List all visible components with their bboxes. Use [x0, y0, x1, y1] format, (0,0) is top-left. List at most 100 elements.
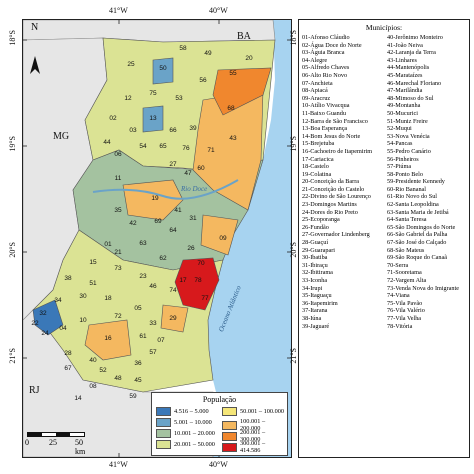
- municipality-number-label: 40: [89, 357, 97, 364]
- municipio-item: 54-Pancas: [387, 140, 413, 148]
- municipio-item: 60-Rio Bananal: [387, 185, 427, 193]
- sao-mateus-polygon: [212, 67, 272, 116]
- municipio-item: 45-Marataízes: [387, 71, 423, 79]
- legend-label: 20.001 – 50.000: [174, 441, 215, 448]
- tick-left-20s: 20°S: [8, 242, 17, 258]
- municipality-number-label: 12: [124, 95, 132, 102]
- municipality-number-label: 54: [139, 143, 147, 150]
- municipio-item: 01-Afonso Cláudio: [302, 34, 350, 41]
- municipality-number-label: 13: [149, 115, 157, 122]
- guarapari-polygon: [160, 304, 189, 333]
- municipio-item: 12-Barra de São Francisco: [302, 117, 368, 125]
- tick-left-18s: 18°S: [8, 30, 17, 46]
- municipality-number-label: 48: [114, 375, 122, 382]
- municipio-item: 72-Vargem Alta: [387, 277, 427, 284]
- municipio-item: 27-Governador Lindenberg: [302, 231, 370, 239]
- municipio-item: 66-São Gabriel da Palha: [387, 231, 448, 239]
- municipio-item: 43-Linhares: [387, 56, 417, 64]
- legend-label: 50.001 – 100.000: [240, 408, 285, 415]
- municipio-item: 14-Bom Jesus do Norte: [302, 132, 361, 140]
- municipio-item: 51-Muniz Freire: [387, 117, 428, 125]
- municipio-item: 11-Baixo Guandu: [302, 109, 346, 117]
- municipality-number-label: 72: [114, 313, 122, 320]
- municipality-number-label: 76: [182, 145, 190, 152]
- municipio-item: 17-Cariacica: [302, 155, 334, 163]
- municipality-number-label: 61: [139, 333, 147, 340]
- municipio-item: 33-Iconha: [302, 277, 328, 284]
- municipality-number-label: 09: [219, 235, 227, 242]
- municipio-item: 37-Itarana: [302, 307, 328, 315]
- population-legend-item: 100.001 – 200.000: [222, 418, 287, 432]
- river-line: [92, 179, 239, 200]
- municipio-item: 02-Água Doce do Norte: [302, 41, 362, 49]
- municipality-number-label: 52: [99, 367, 107, 374]
- municipio-item: 39-Jaguaré: [302, 322, 330, 330]
- municipio-item: 29-Guarapari: [302, 246, 335, 254]
- tick-top-41w: 41°W: [109, 6, 128, 15]
- municipality-number-label: 15: [89, 259, 97, 266]
- tick-right-20s: 20°S: [289, 242, 298, 258]
- population-legend-item: 200.001 – 300.000: [222, 429, 287, 443]
- municipio-item: 41-João Neiva: [387, 41, 423, 49]
- municipios-list: Municípios: 01-Afonso Cláudio 02-Água Doc…: [298, 19, 470, 458]
- population-legend: População 4.516 – 5.000 5.001 – 10.000 10.…: [151, 392, 288, 456]
- municipality-number-label: 31: [189, 215, 197, 222]
- municipio-item: 68-São Mateus: [387, 246, 425, 254]
- municipality-number-label: 34: [54, 297, 62, 304]
- municipio-item: 46-Marechal Floriano: [387, 79, 442, 87]
- municipality-number-label: 38: [64, 275, 72, 282]
- river-label: Rio Doce: [181, 185, 208, 193]
- municipality-number-label: 57: [149, 349, 157, 356]
- cachoeiro-polygon: [84, 319, 132, 361]
- municipio-item: 04-Alegre: [302, 56, 328, 64]
- tick-bottom-40w: 40°W: [209, 460, 228, 469]
- municipality-number-label: 65: [159, 143, 167, 150]
- municipality-number-label: 45: [134, 377, 142, 384]
- municipio-item: 30-Ibatiba: [302, 254, 328, 262]
- municipality-number-label: 78: [194, 277, 202, 284]
- north-blue: [152, 57, 174, 85]
- ocean-water: [208, 20, 291, 457]
- municipality-number-label: 25: [127, 61, 135, 68]
- municipality-number-label: 11: [115, 175, 122, 182]
- municipio-item: 58-Ponto Belo: [387, 170, 423, 178]
- graticule: [23, 20, 291, 457]
- municipality-number-label: 49: [204, 50, 212, 57]
- municipio-item: 22-Divino de São Lourenço: [302, 193, 371, 201]
- municipio-item: 26-Fundão: [302, 223, 329, 231]
- municipio-item: 56-Pinheiros: [387, 155, 419, 163]
- municipality-number-label: 32: [39, 310, 47, 317]
- municipio-item: 28-Guaçuí: [302, 239, 329, 247]
- municipality-number-label: 46: [149, 283, 157, 290]
- municipio-item: 35-Itaguaçu: [302, 292, 332, 300]
- municipality-number-label: 59: [129, 393, 137, 400]
- scale-label-50: 50 km: [75, 438, 86, 456]
- municipality-number-label: 50: [159, 65, 167, 72]
- municipality-number-label: 77: [201, 295, 209, 302]
- municipio-item: 23-Domingos Martins: [302, 201, 357, 209]
- municipio-item: 32-Ibitirama: [302, 269, 333, 277]
- municipio-item: 40-Jerônimo Monteiro: [387, 34, 443, 41]
- municipality-number-label: 75: [149, 90, 157, 97]
- municipio-item: 75-Vila Pavão: [387, 299, 423, 307]
- municipio-item: 73-Venda Nova do Imigrante: [387, 284, 459, 292]
- municipio-item: 61-Rio Novo do Sul: [387, 193, 438, 201]
- municipality-number-label: 73: [114, 265, 122, 272]
- municipio-item: 71-Sooretama: [387, 269, 422, 277]
- municipality-number-label: 14: [74, 395, 82, 402]
- municipality-number-label: 18: [104, 295, 112, 302]
- municipality-number-label: 41: [174, 207, 182, 214]
- south-west-blue: [32, 299, 64, 336]
- municipality-number-label: 33: [149, 320, 157, 327]
- municipios-title: Municípios:: [365, 23, 403, 32]
- legend-label: 4.516 – 5.000: [174, 408, 209, 415]
- municipality-number-label: 42: [129, 220, 137, 227]
- legend-swatch: [222, 442, 237, 452]
- municipality-number-label: 01: [104, 241, 112, 248]
- municipality-number-label: 30: [79, 293, 87, 300]
- legend-swatch: [156, 418, 171, 427]
- legend-label: 200.001 – 300.000: [239, 429, 266, 443]
- municipality-number-label: 02: [109, 115, 117, 122]
